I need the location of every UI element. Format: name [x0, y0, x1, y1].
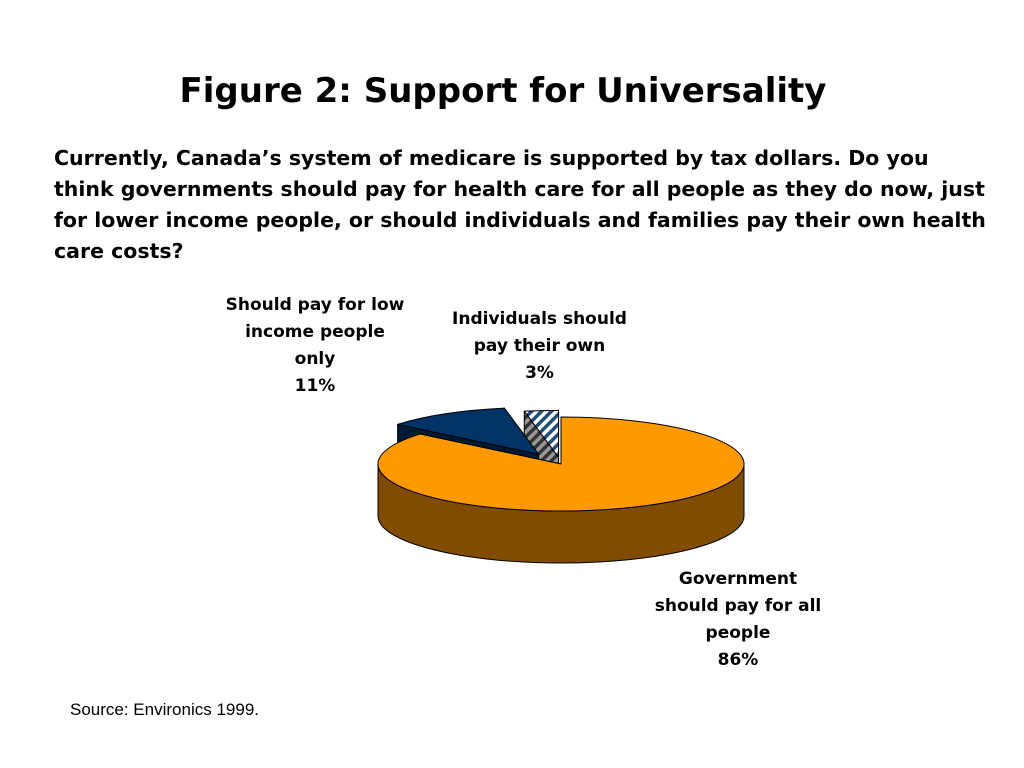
pie-slice-government-top: [377, 416, 745, 512]
survey-question: Currently, Canada’s system of medicare i…: [54, 146, 986, 263]
slice-label-individuals: Individuals should pay their own 3%: [432, 306, 647, 387]
slice-label-government: Government should pay for all people 86%: [632, 566, 844, 674]
slice-label-low-income: Should pay for low income people only 11…: [210, 292, 420, 400]
slice-label-government-line3: people: [705, 623, 771, 643]
slice-value-individuals: 3%: [525, 363, 554, 383]
pie-slice-individuals-top: [523, 409, 560, 458]
slice-label-low-income-line2: income people: [245, 322, 385, 342]
pie-slice-government: [377, 416, 745, 564]
slice-value-government: 86%: [717, 650, 759, 670]
source-note: Source: Environics 1999.: [70, 700, 259, 719]
slice-label-government-line1: Government: [678, 569, 798, 589]
slice-value-low-income: 11%: [294, 376, 336, 396]
slide-title: Figure 2: Support for Universality: [179, 71, 827, 111]
slice-label-individuals-line2: pay their own: [473, 336, 606, 356]
pie-slice-low-income-top: [397, 407, 540, 455]
slice-label-government-line2: should pay for all: [654, 596, 822, 616]
slice-label-low-income-line1: Should pay for low: [225, 295, 405, 315]
slice-label-low-income-line3: only: [294, 349, 336, 369]
slice-label-individuals-line1: Individuals should: [452, 309, 627, 329]
